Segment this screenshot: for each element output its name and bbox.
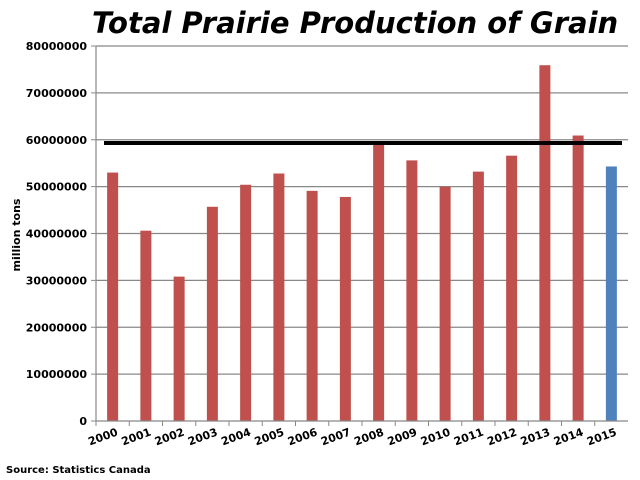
x-tick-label: 2008 [352, 426, 385, 449]
x-tick-label: 2011 [452, 426, 485, 449]
x-tick-label: 2007 [319, 426, 352, 449]
y-tick-label: 70000000 [26, 87, 88, 100]
chart-title: Total Prairie Production of Grain [92, 6, 618, 40]
x-tick-label: 2012 [485, 426, 518, 449]
x-tick-label: 2003 [186, 426, 219, 449]
x-tick-label: 2005 [253, 426, 286, 449]
bar-2000 [107, 172, 119, 421]
y-tick-label: 30000000 [26, 274, 88, 287]
bar-2014 [572, 135, 584, 421]
bars [107, 65, 617, 421]
y-tick-label: 50000000 [26, 181, 88, 194]
y-tick-label: 40000000 [26, 228, 88, 241]
x-tick-label: 2015 [585, 426, 618, 449]
x-tick-label: 2014 [552, 425, 586, 448]
x-tick-label: 2001 [120, 426, 153, 449]
bar-2001 [140, 230, 152, 421]
source-note: Source: Statistics Canada [6, 465, 151, 476]
bar-2002 [173, 276, 185, 421]
y-tick-label: 20000000 [26, 321, 88, 334]
bar-2015 [605, 166, 617, 421]
x-tick-label: 2006 [286, 425, 320, 448]
bar-2004 [240, 184, 252, 421]
y-tick-label: 10000000 [26, 368, 88, 381]
x-tick-label: 2004 [219, 425, 253, 448]
bar-2009 [406, 160, 418, 421]
bar-2003 [206, 206, 218, 421]
x-tick-label: 2009 [386, 426, 419, 449]
bar-2012 [506, 155, 518, 421]
bar-2010 [439, 186, 451, 421]
y-tick-label: 60000000 [26, 134, 88, 147]
gridlines [96, 45, 628, 375]
y-axis-label: million tons [10, 198, 23, 271]
x-tick-label: 2000 [86, 425, 120, 448]
bar-2007 [339, 196, 351, 421]
x-tick-label: 2010 [419, 425, 453, 448]
bar-2011 [472, 171, 484, 421]
y-axis-ticks: 0 10000000 20000000 30000000 40000000 5000000… [26, 40, 97, 428]
y-tick-label: 80000000 [26, 40, 88, 53]
x-axis-ticks: 2000 2001 2002 2003 2004 2005 2006 2007 2008 2009… [86, 421, 618, 448]
bar-2013 [539, 65, 551, 421]
x-tick-label: 2002 [153, 426, 186, 449]
x-tick-label: 2013 [519, 426, 552, 449]
y-tick-label: 0 [79, 415, 87, 428]
bar-2008 [373, 143, 385, 421]
bar-2005 [273, 173, 285, 421]
bar-2006 [306, 190, 318, 421]
